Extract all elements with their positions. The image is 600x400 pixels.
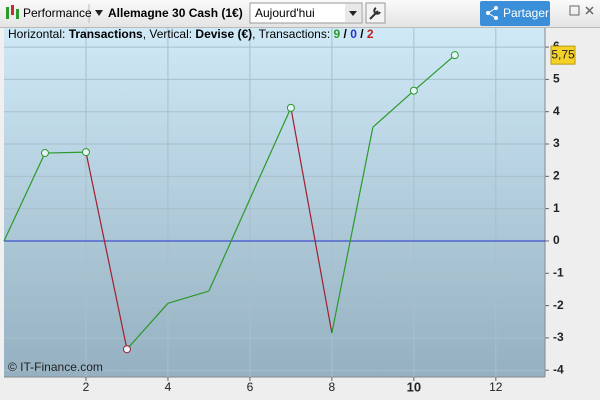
- segment: [372, 90, 415, 128]
- segment: [290, 107, 333, 334]
- marker: [409, 86, 418, 95]
- sep: /: [340, 27, 351, 41]
- y-tick-label: -3: [553, 330, 564, 344]
- segment: [85, 151, 128, 350]
- period-select[interactable]: [249, 2, 363, 24]
- last-value-box: [550, 45, 576, 65]
- segment: [249, 107, 292, 200]
- segment: [413, 54, 456, 92]
- y-tick-label: 5: [553, 72, 560, 86]
- info-value: Transactions: [68, 27, 143, 41]
- segment: [167, 290, 210, 304]
- plot-area: [4, 28, 545, 377]
- share-label[interactable]: Partager: [503, 6, 550, 20]
- app-name: Performance: [23, 6, 92, 20]
- x-axis-area: [0, 377, 545, 400]
- wins: 9: [333, 27, 341, 41]
- info-text: Horizontal:: [8, 27, 69, 41]
- marker: [450, 51, 459, 60]
- sep: /: [356, 27, 367, 41]
- y-tick-label: 0: [553, 233, 560, 247]
- period[interactable]: Aujourd'hui: [255, 6, 315, 20]
- x-tick-label: 8: [329, 380, 336, 394]
- marker: [81, 148, 90, 157]
- y-tick-label: 4: [553, 104, 560, 118]
- info-text: , Vertical:: [142, 27, 196, 41]
- marker: [286, 103, 295, 112]
- x-tick-label: 12: [489, 380, 503, 394]
- y-tick-label: -1: [553, 265, 564, 279]
- losses: 2: [366, 27, 374, 41]
- marker: [40, 149, 49, 158]
- info-text: , Transactions:: [252, 27, 334, 41]
- marker: [122, 345, 131, 354]
- neutral: 0: [350, 27, 357, 41]
- info-value: Devise (€): [195, 27, 253, 41]
- copyright: © IT-Finance.com: [8, 360, 103, 374]
- y-tick-label: -4: [553, 362, 564, 376]
- toolbar: Performance Allemagne 30 Cash (1€) Aujou…: [0, 0, 600, 28]
- x-tick-label: 4: [165, 380, 172, 394]
- y-tick-label: -2: [553, 298, 564, 312]
- y-tick-label: 3: [553, 136, 560, 150]
- x-tick-label: 2: [83, 380, 90, 394]
- info-line: Horizontal: Transactions, Vertical: Devi…: [8, 27, 374, 41]
- segment: [331, 127, 374, 334]
- segment: [3, 152, 46, 242]
- last-value-label: 5,75: [551, 47, 575, 61]
- segment: [126, 302, 169, 350]
- y-tick-label: 2: [553, 168, 560, 182]
- segment: [208, 198, 251, 292]
- segment: [44, 151, 86, 154]
- x-tick-label: 10: [407, 379, 421, 394]
- x-tick-label: 6: [247, 380, 254, 394]
- toolbar-icons: [6, 1, 594, 26]
- instrument[interactable]: Allemagne 30 Cash (1€): [108, 6, 243, 20]
- y-axis-area: [545, 28, 600, 400]
- y-tick-label: 1: [553, 201, 560, 215]
